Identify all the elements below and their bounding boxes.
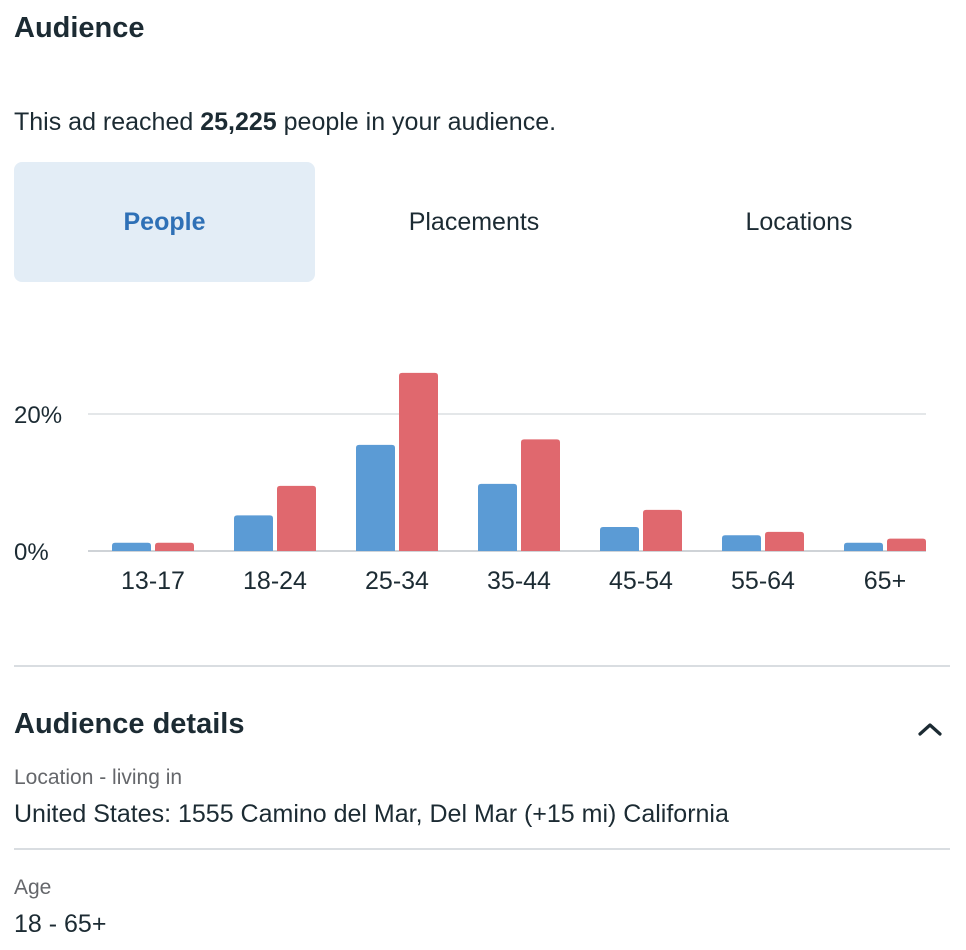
chart-svg: 0% 20% 13-17 18-24 25-34 35-44 45-54 55-64 65+ [14, 372, 926, 595]
x-tick-label: 25-34 [365, 567, 429, 595]
age-value: 18 - 65+ [14, 910, 107, 938]
bar-series-b-45-54 [643, 509, 682, 551]
audience-tabs: People Placements Locations [14, 162, 950, 282]
bar-series-b-55-64 [765, 531, 804, 551]
x-tick-label: 45-54 [609, 567, 673, 595]
location-value: United States: 1555 Camino del Mar, Del … [14, 800, 729, 828]
bar-series-b-13-17 [155, 542, 194, 551]
details-divider [14, 848, 950, 850]
audience-title: Audience [14, 12, 145, 44]
bar-series-b-65+ [887, 538, 926, 551]
bar-series-b-35-44 [521, 439, 560, 551]
bar-series-a-13-17 [112, 542, 151, 551]
age-distribution-chart: 0% 20% 13-17 18-24 25-34 35-44 45-54 55-64 65+ [0, 330, 966, 620]
tab-placements[interactable]: Placements [408, 207, 540, 236]
reach-prefix: This ad reached [14, 108, 201, 136]
x-tick-label: 13-17 [121, 567, 185, 595]
x-tick-label: 55-64 [731, 567, 795, 595]
y-tick-label: 20% [14, 402, 62, 429]
tab-people[interactable]: People [14, 162, 315, 282]
reach-summary: This ad reached 25,225 people in your au… [14, 108, 556, 137]
bar-series-a-55-64 [722, 535, 761, 551]
reach-suffix: people in your audience. [276, 108, 557, 136]
reach-count: 25,225 [200, 108, 277, 136]
y-tick-label: 0% [14, 539, 49, 566]
x-tick-label: 65+ [864, 567, 906, 595]
x-tick-label: 18-24 [243, 567, 307, 595]
audience-details-title: Audience details [14, 708, 245, 740]
bar-series-a-35-44 [478, 483, 517, 551]
bar-series-a-45-54 [600, 527, 639, 551]
bar-series-a-25-34 [356, 444, 395, 551]
bar-series-b-18-24 [277, 485, 316, 551]
chevron-up-icon [918, 723, 942, 736]
x-tick-label: 35-44 [487, 567, 551, 595]
collapse-details-button[interactable] [910, 712, 950, 746]
location-label: Location - living in [14, 766, 183, 789]
bar-series-a-65+ [844, 542, 883, 551]
age-label: Age [14, 876, 52, 899]
tab-locations[interactable]: Locations [745, 207, 853, 236]
bar-series-a-18-24 [234, 515, 273, 551]
section-divider [14, 665, 950, 667]
bar-series-b-25-34 [399, 372, 438, 551]
